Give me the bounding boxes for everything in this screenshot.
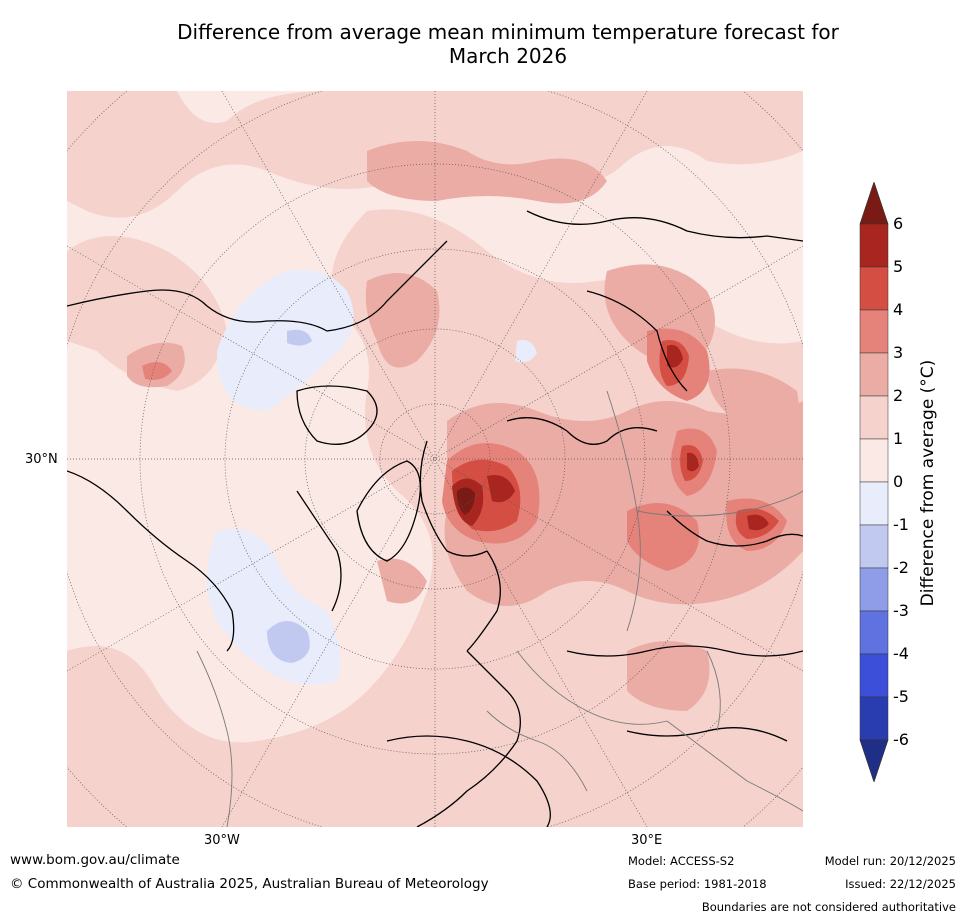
colorbar-cell (859, 266, 889, 311)
footer-disclaimer: Boundaries are not considered authoritat… (701, 900, 956, 914)
footer-issued: Issued: 22/12/2025 (845, 877, 956, 891)
title-line-1: Difference from average mean minimum tem… (177, 20, 839, 44)
country-borders (196, 390, 803, 827)
footer-model: Model: ACCESS-S2 (628, 854, 735, 868)
colorbar (858, 180, 890, 784)
colorbar-cell (859, 610, 889, 655)
footer-model-run: Model run: 20/12/2025 (824, 854, 956, 868)
map-band-minus-2-minus-1 (267, 329, 312, 663)
colorbar-tick-label: 4 (893, 300, 904, 319)
footer-base-period: Base period: 1981-2018 (628, 877, 767, 891)
map-band-gt-6 (456, 487, 475, 515)
colorbar-tick-label: -4 (893, 644, 909, 663)
colorbar-svg (859, 180, 889, 784)
colorbar-cell (859, 395, 889, 440)
colorbar-tick-label: 1 (893, 429, 904, 448)
lat-label-30n: 30°N (25, 452, 58, 467)
footer-website: www.bom.gov.au/climate (10, 852, 180, 868)
colorbar-tick-label: 3 (893, 343, 904, 362)
colorbar-tick-label: -2 (893, 558, 909, 577)
colorbar-tick-label: -1 (893, 515, 909, 534)
graticule (67, 91, 803, 827)
colorbar-cell (859, 481, 889, 526)
colorbar-tick-label: 0 (893, 472, 904, 491)
coastlines (67, 210, 803, 827)
footer-copyright: © Commonwealth of Australia 2025, Austra… (10, 876, 489, 892)
colorbar-cell (859, 438, 889, 483)
colorbar-cell (859, 223, 889, 268)
colorbar-tick-label: 5 (893, 257, 904, 276)
colorbar-cell (859, 352, 889, 397)
map-svg (67, 91, 803, 827)
colorbar-cell (859, 309, 889, 354)
lon-label-30e: 30°E (631, 833, 663, 848)
colorbar-tick-label: 6 (893, 214, 904, 233)
colorbar-cell (859, 524, 889, 569)
colorbar-extend-bottom (859, 739, 889, 784)
colorbar-extend-top (859, 180, 889, 225)
colorbar-cell (859, 696, 889, 741)
colorbar-tick-label: -3 (893, 601, 909, 620)
colorbar-cell (859, 567, 889, 612)
chart-title: Difference from average mean minimum tem… (0, 20, 965, 68)
colorbar-label: Difference from average (°C) (918, 359, 938, 607)
lon-label-30w: 30°W (204, 833, 240, 848)
title-line-2: March 2026 (448, 44, 568, 68)
forecast-map (67, 91, 803, 827)
colorbar-cells (859, 223, 889, 741)
colorbar-tick-label: -5 (893, 687, 909, 706)
colorbar-tick-label: 2 (893, 386, 904, 405)
colorbar-tick-label: -6 (893, 730, 909, 749)
colorbar-cell (859, 653, 889, 698)
